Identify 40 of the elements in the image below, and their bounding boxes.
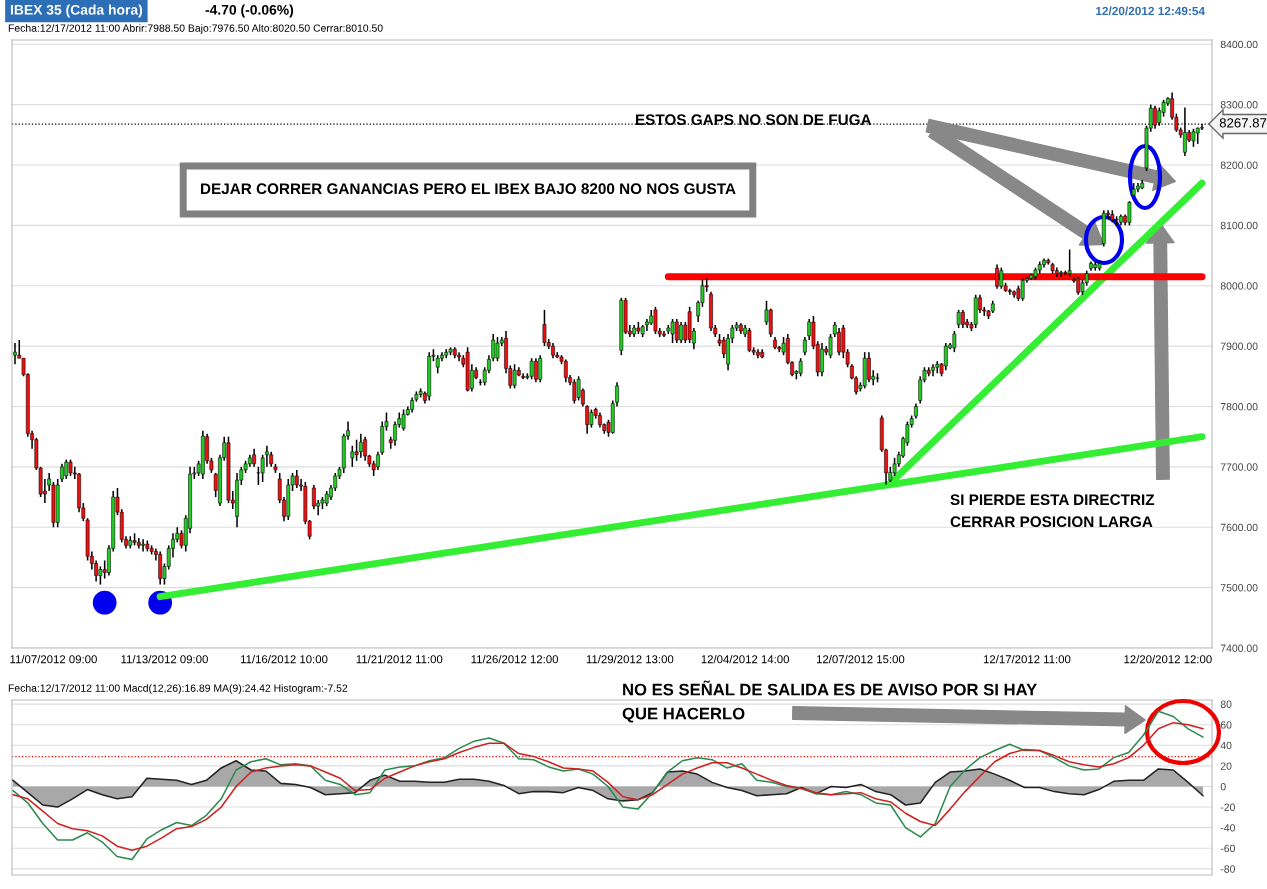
x-tick-label: 12/07/2012 15:00 (816, 654, 905, 664)
chart-title: IBEX 35 (Cada hora) (10, 4, 143, 18)
x-tick-label: 11/13/2012 09:00 (121, 654, 208, 664)
y-tick-label: 8400.00 (1220, 40, 1258, 49)
y-tick-label: -20 (1220, 803, 1235, 811)
chart-subtitle: -4.70 (-0.06%) (205, 4, 294, 18)
text: 12/20/2012 12:49:54 (1096, 6, 1205, 16)
annotation: DEJAR CORRER GANANCIAS PERO EL IBEX BAJO 8200 NO NOS GUSTA (201, 183, 736, 195)
x-tick-label: 11/16/2012 10:00 (240, 654, 328, 664)
x-tick-label: 11/21/2012 11:00 (356, 654, 443, 664)
y-tick-label: 8100.00 (1220, 221, 1258, 230)
x-tick-label: 12/04/2012 14:00 (701, 654, 790, 664)
y-tick-label: 8300.00 (1220, 101, 1258, 109)
y-tick-label: 7800.00 (1220, 402, 1258, 411)
y-tick-label: -80 (1220, 865, 1235, 873)
annotation: NO ES SEÑAL DE SALIDA ES DE AVISO POR SI HAY QUE HACERLO (622, 680, 1037, 723)
y-tick-label: 7500.00 (1220, 584, 1258, 592)
y-tick-label: 40 (1220, 741, 1232, 750)
y-tick-label: 8000.00 (1220, 282, 1258, 290)
chart-title: Fecha:12/17/2012 11:00 Macd(12,26):16.89 MA(9):24.42 Histogram:-7.52 (8, 684, 348, 694)
annotation: SI PIERDE ESTA DIRECTRIZ CERRAR POSICION LARGA (950, 494, 1155, 528)
y-tick-label: 7700.00 (1220, 463, 1258, 471)
y-tick-label: 8200.00 (1220, 161, 1258, 169)
x-tick-label: 12/20/2012 12:00 (1124, 654, 1212, 664)
x-tick-label: 11/29/2012 13:00 (586, 654, 674, 664)
y-tick-label: 80 (1220, 700, 1232, 708)
x-tick-label: 11/07/2012 09:00 (10, 654, 97, 664)
ref-line-label: 8267.87 (1219, 118, 1267, 128)
annotation: ESTOS GAPS NO SON DE FUGA (636, 114, 872, 126)
y-tick-label: 60 (1220, 721, 1232, 729)
x-tick-label: 11/26/2012 12:00 (471, 654, 559, 664)
y-tick-label: 7400.00 (1220, 644, 1258, 652)
text: Fecha:12/17/2012 11:00 Abrir:7988.50 Bajo:7976.50 Alto:8020.50 Cerrar:8010.50 (8, 24, 383, 34)
y-tick-label: 7600.00 (1220, 523, 1258, 532)
y-tick-label: -60 (1220, 844, 1235, 853)
x-tick-label: 12/17/2012 11:00 (983, 654, 1071, 664)
y-tick-label: -40 (1220, 824, 1235, 832)
y-tick-label: 7900.00 (1220, 342, 1258, 350)
y-tick-label: 20 (1220, 762, 1232, 770)
y-tick-label: 0 (1220, 782, 1226, 791)
